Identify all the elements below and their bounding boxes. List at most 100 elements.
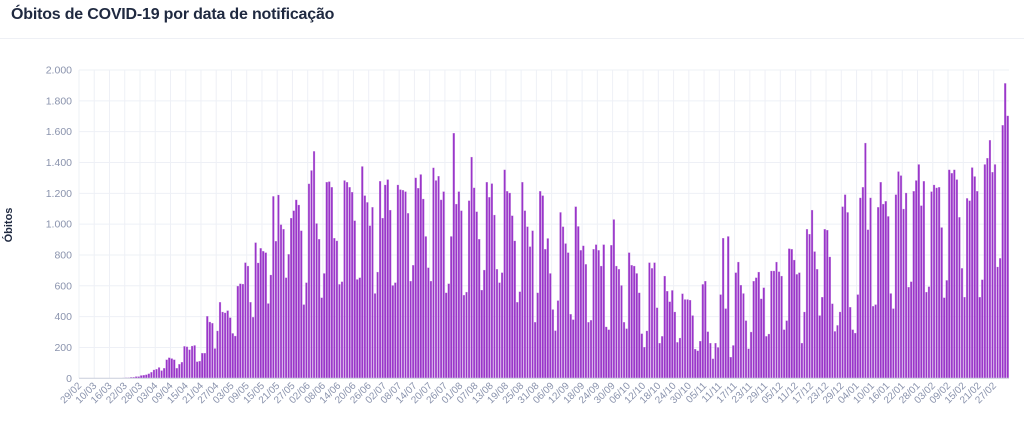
bar[interactable] — [666, 291, 669, 379]
bar[interactable] — [772, 270, 776, 379]
bar[interactable] — [406, 213, 410, 379]
bar[interactable] — [932, 184, 936, 379]
bar[interactable] — [645, 330, 648, 379]
bar[interactable] — [744, 320, 748, 379]
bar[interactable] — [752, 281, 755, 379]
bar[interactable] — [434, 180, 438, 379]
bar[interactable] — [546, 238, 549, 379]
bar[interactable] — [691, 315, 694, 379]
bar[interactable] — [777, 271, 781, 379]
bar[interactable] — [447, 283, 450, 379]
bar[interactable] — [917, 164, 920, 379]
bar[interactable] — [521, 182, 524, 379]
bar[interactable] — [346, 182, 349, 379]
bar[interactable] — [175, 368, 178, 379]
bar[interactable] — [427, 267, 430, 379]
bar[interactable] — [450, 236, 453, 379]
bar[interactable] — [368, 225, 372, 379]
bar[interactable] — [846, 212, 849, 379]
bar[interactable] — [234, 335, 237, 379]
bar[interactable] — [704, 281, 707, 379]
bar[interactable] — [201, 353, 204, 379]
bar[interactable] — [307, 183, 311, 379]
bar[interactable] — [384, 184, 387, 379]
bar[interactable] — [236, 285, 239, 379]
bar[interactable] — [612, 219, 615, 379]
bar[interactable] — [544, 249, 547, 379]
bar[interactable] — [409, 281, 412, 379]
bar[interactable] — [386, 179, 389, 379]
bar[interactable] — [412, 265, 415, 379]
bar[interactable] — [750, 331, 753, 379]
bar[interactable] — [595, 244, 598, 379]
bar[interactable] — [511, 215, 514, 379]
bar[interactable] — [887, 216, 890, 379]
bar[interactable] — [460, 210, 463, 379]
bar[interactable] — [262, 251, 265, 379]
bar[interactable] — [292, 210, 295, 379]
bar[interactable] — [422, 198, 425, 379]
bar[interactable] — [300, 230, 303, 379]
bar[interactable] — [879, 182, 882, 379]
bar[interactable] — [978, 297, 981, 379]
bar[interactable] — [389, 209, 392, 379]
bar[interactable] — [884, 201, 887, 379]
bar[interactable] — [251, 317, 255, 379]
bar[interactable] — [945, 280, 948, 379]
bar[interactable] — [701, 284, 704, 379]
bar[interactable] — [899, 175, 903, 379]
bar[interactable] — [295, 199, 298, 379]
bar[interactable] — [765, 336, 768, 379]
bar[interactable] — [506, 191, 509, 379]
bar[interactable] — [811, 209, 814, 379]
bar[interactable] — [577, 226, 580, 379]
bar[interactable] — [826, 230, 829, 379]
bar[interactable] — [597, 250, 600, 379]
bar[interactable] — [844, 194, 847, 379]
bar[interactable] — [551, 309, 554, 379]
bar[interactable] — [193, 345, 196, 379]
bar[interactable] — [503, 169, 506, 379]
bar[interactable] — [305, 282, 308, 379]
bar[interactable] — [150, 372, 153, 379]
bar[interactable] — [1006, 115, 1009, 379]
bar[interactable] — [633, 265, 636, 379]
bar[interactable] — [338, 284, 341, 379]
bar[interactable] — [882, 203, 885, 379]
bar[interactable] — [907, 287, 910, 379]
bar[interactable] — [371, 207, 374, 379]
bar[interactable] — [272, 196, 275, 379]
bar[interactable] — [478, 239, 481, 379]
bar[interactable] — [861, 187, 864, 379]
bar[interactable] — [841, 206, 844, 379]
bar[interactable] — [803, 311, 806, 379]
bar[interactable] — [528, 246, 532, 379]
bar[interactable] — [930, 191, 933, 379]
bar[interactable] — [495, 269, 499, 379]
bar[interactable] — [572, 319, 575, 379]
bar[interactable] — [165, 359, 168, 379]
bar[interactable] — [648, 262, 651, 379]
bar[interactable] — [343, 180, 346, 379]
bar[interactable] — [828, 256, 831, 379]
bar[interactable] — [211, 323, 214, 379]
bar[interactable] — [231, 333, 234, 379]
bar[interactable] — [320, 297, 323, 379]
bar[interactable] — [323, 273, 326, 379]
bar[interactable] — [579, 250, 582, 379]
bar[interactable] — [877, 207, 880, 379]
bar[interactable] — [668, 301, 671, 379]
bar[interactable] — [605, 326, 608, 379]
bar[interactable] — [856, 294, 859, 379]
bar[interactable] — [554, 330, 557, 379]
bar[interactable] — [724, 308, 727, 379]
bar[interactable] — [739, 285, 742, 379]
bar[interactable] — [180, 362, 183, 379]
bar[interactable] — [315, 223, 318, 379]
bar[interactable] — [473, 187, 476, 379]
bar[interactable] — [699, 340, 702, 379]
bar[interactable] — [770, 270, 773, 379]
bar[interactable] — [574, 206, 577, 379]
bar[interactable] — [643, 347, 646, 379]
bar[interactable] — [152, 369, 156, 379]
